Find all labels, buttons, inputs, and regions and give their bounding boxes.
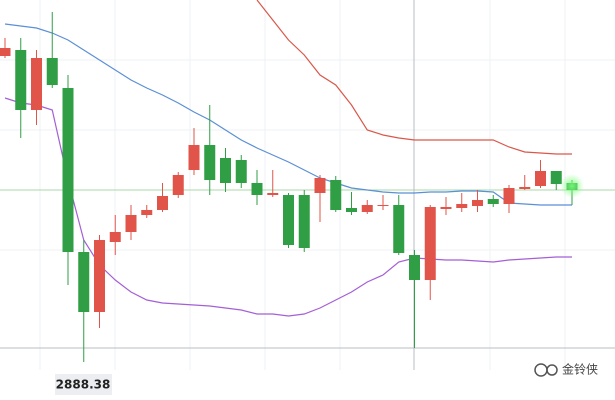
candle-body — [456, 204, 468, 208]
indicator-line — [4, 23, 572, 206]
candle-body — [393, 205, 405, 253]
candle-body — [472, 200, 483, 206]
candle-body — [519, 187, 531, 189]
candle-body — [78, 252, 90, 312]
candle-body — [535, 171, 546, 186]
candle-body — [31, 58, 42, 110]
candle-body — [251, 183, 263, 195]
candle-body — [235, 160, 247, 183]
watermark-logo — [534, 363, 558, 377]
candle-body — [172, 175, 184, 195]
price-label-box — [55, 374, 112, 395]
candle-body — [157, 196, 168, 210]
indicator-line — [256, 0, 572, 155]
candle-body — [141, 210, 153, 215]
candle-body — [62, 88, 74, 252]
candle-body — [267, 193, 279, 195]
candle-body — [46, 58, 58, 85]
watermark: 金铃侠 — [562, 362, 598, 377]
candle-body — [440, 207, 452, 209]
last-price-glow — [560, 174, 584, 198]
candle-body — [330, 180, 342, 210]
candle-body — [361, 205, 373, 212]
candle-body — [346, 208, 357, 212]
candle-body — [188, 145, 200, 170]
candle-body — [298, 195, 310, 248]
candle-body — [377, 205, 389, 206]
candle-body — [125, 215, 137, 232]
candle-body — [424, 207, 436, 280]
candle-body — [550, 171, 562, 184]
candle-body — [409, 255, 420, 280]
candle-body — [109, 232, 121, 242]
candle-body — [15, 50, 27, 110]
candle-body — [220, 158, 231, 183]
candle-body — [503, 188, 515, 204]
plot — [0, 0, 578, 362]
candle-body — [0, 48, 11, 56]
candle-body — [204, 145, 216, 180]
candle-body — [94, 240, 105, 312]
candle-body — [283, 195, 294, 245]
candle-body — [314, 178, 326, 193]
price-label: 2888.38 — [56, 378, 111, 392]
candle-body — [487, 199, 499, 204]
